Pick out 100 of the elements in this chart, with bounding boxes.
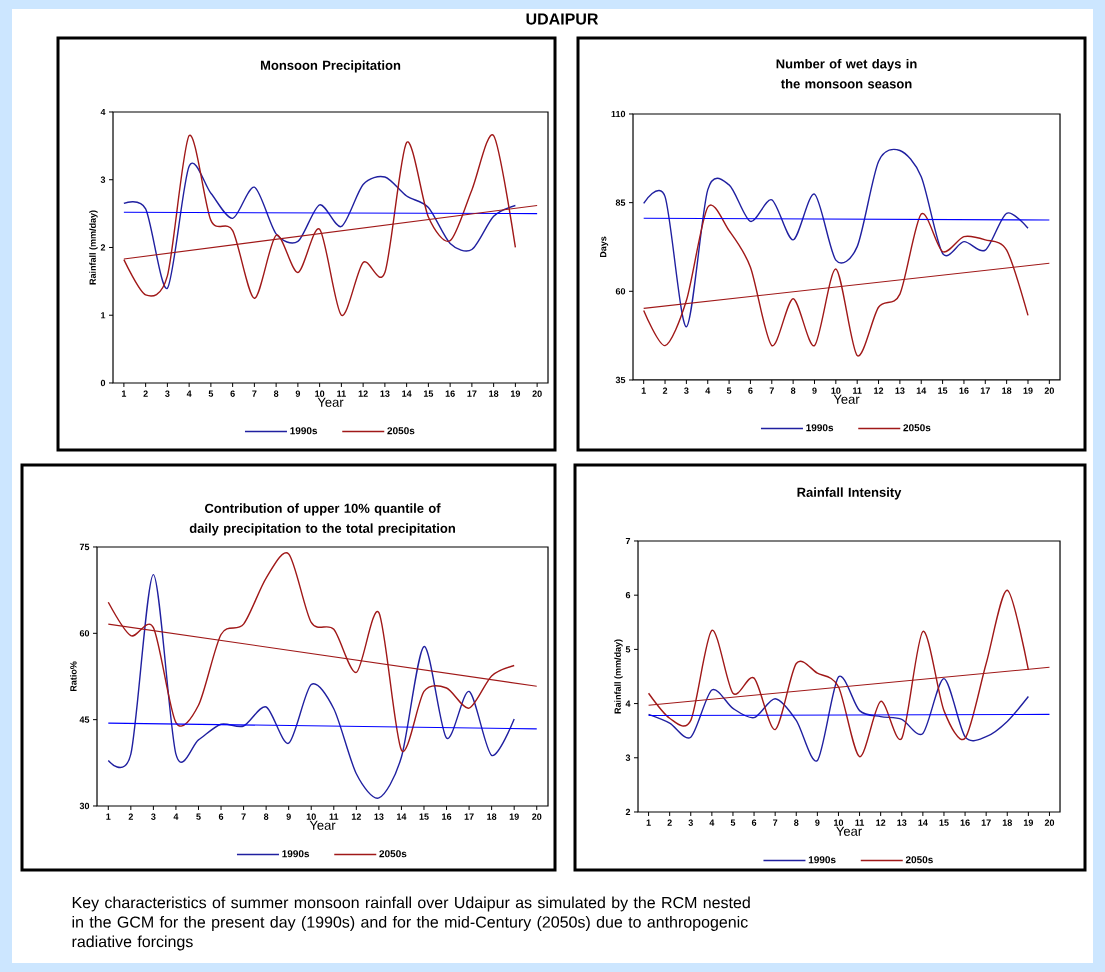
x-tick-label: 16 [959,387,969,394]
y-tick-label: 7 [625,537,631,545]
y-axis-title: Ratio% [70,661,77,692]
x-tick-label: 3 [151,813,156,820]
x-tick-label: 18 [1002,819,1012,826]
x-tick-label: 11 [337,390,346,397]
y-tick-label: 1 [101,312,106,319]
x-tick-label: 14 [402,390,412,397]
x-tick-label: 8 [790,387,796,394]
x-tick-label: 10 [315,390,325,397]
x-tick-label: 17 [981,819,991,826]
y-tick-label: 35 [615,376,626,384]
x-tick-label: 15 [423,390,434,397]
x-axis-title: Year [836,826,862,836]
x-axis-title: Year [833,394,860,404]
x-tick-label: 3 [684,387,689,394]
x-tick-label: 18 [489,390,499,397]
x-tick-label: 17 [980,387,990,394]
x-axis-title: Year [309,820,336,830]
legend-label: 1990s [806,424,834,432]
legend-label: 2050s [905,856,933,864]
x-tick-label: 5 [208,390,214,397]
x-tick-label: 12 [358,390,368,397]
chart-title: Number of wet days in the monsoon season [776,58,917,89]
x-tick-label: 3 [688,819,693,826]
x-tick-label: 9 [295,390,301,397]
legend-label: 1990s [808,856,836,864]
x-tick-label: 1 [641,387,646,394]
x-tick-label: 12 [876,819,886,826]
x-tick-label: 14 [916,387,927,394]
y-tick-label: 110 [611,110,626,118]
x-tick-label: 15 [939,819,949,826]
y-tick-label: 45 [79,716,90,723]
x-tick-label: 2 [128,813,133,820]
y-tick-label: 60 [79,630,90,637]
y-axis-title: Rainfall (mm/day) [614,639,623,714]
x-tick-label: 2 [667,819,672,826]
x-tick-label: 4 [186,390,192,397]
x-tick-label: 4 [705,387,711,394]
x-tick-label: 9 [815,819,820,826]
x-tick-label: 12 [351,813,361,820]
legend-label: 2050s [379,850,407,858]
chart-title: Monsoon Precipitation [260,60,401,73]
y-tick-label: 85 [615,199,626,206]
x-tick-label: 18 [1002,387,1012,394]
legend-label: 2050s [387,427,415,435]
y-tick-label: 60 [615,288,626,295]
y-tick-label: 30 [79,802,90,810]
x-tick-label: 13 [897,819,907,826]
x-tick-label: 8 [794,819,799,826]
y-tick-label: 0 [100,379,106,387]
y-tick-label: 4 [100,108,106,116]
x-tick-label: 7 [241,813,246,820]
x-tick-label: 4 [709,819,715,826]
x-tick-label: 18 [487,813,497,820]
x-tick-label: 1 [106,813,111,820]
x-tick-label: 19 [510,390,521,397]
x-tick-label: 5 [196,813,201,820]
x-tick-label: 6 [748,387,753,394]
x-tick-label: 20 [1044,387,1054,394]
x-tick-label: 11 [855,819,865,826]
legend-label: 1990s [282,850,310,858]
y-tick-label: 3 [100,176,106,183]
x-tick-label: 5 [730,819,736,826]
chart-title: Contribution of upper 10% quantile of daily precipitation to the total precipitation [189,503,455,536]
x-tick-label: 7 [769,387,774,394]
x-tick-label: 9 [286,813,291,820]
y-tick-label: 75 [79,543,90,551]
x-tick-label: 11 [852,387,862,394]
x-tick-label: 2 [662,387,668,394]
x-tick-label: 5 [726,387,732,394]
x-tick-label: 16 [445,390,455,397]
x-tick-label: 6 [218,813,224,820]
x-tick-label: 2 [143,390,148,397]
x-axis-title: Year [317,397,344,407]
x-tick-label: 14 [396,813,407,820]
x-tick-label: 16 [960,819,970,826]
y-axis-title: Rainfall (mm/day) [89,210,98,285]
x-tick-label: 17 [464,813,474,820]
x-tick-label: 15 [938,387,948,394]
x-tick-label: 12 [874,387,884,394]
x-tick-label: 19 [509,813,519,820]
x-tick-label: 19 [1023,387,1033,394]
x-tick-label: 13 [895,387,905,394]
x-tick-label: 20 [1044,819,1055,826]
x-tick-label: 3 [165,390,170,397]
x-tick-label: 8 [273,390,279,397]
x-tick-label: 1 [646,819,651,826]
x-tick-label: 16 [442,813,452,820]
x-tick-label: 20 [532,813,542,820]
y-tick-label: 5 [625,646,631,653]
x-tick-label: 13 [374,813,384,820]
y-tick-label: 6 [625,592,631,599]
x-tick-label: 20 [532,390,542,397]
x-tick-label: 7 [252,390,257,397]
y-tick-label: 4 [625,700,631,707]
x-tick-label: 13 [380,390,390,397]
x-tick-label: 15 [419,813,429,820]
text: UDAIPUR [526,13,599,25]
text: Key characteristics of summer monsoon rainfall over Udaipur as simulated by the RCM nested in the GCM for the present day (1990s) and for the mid-Century (2050s) due to anthropogenic radiative forcings [72,896,750,951]
